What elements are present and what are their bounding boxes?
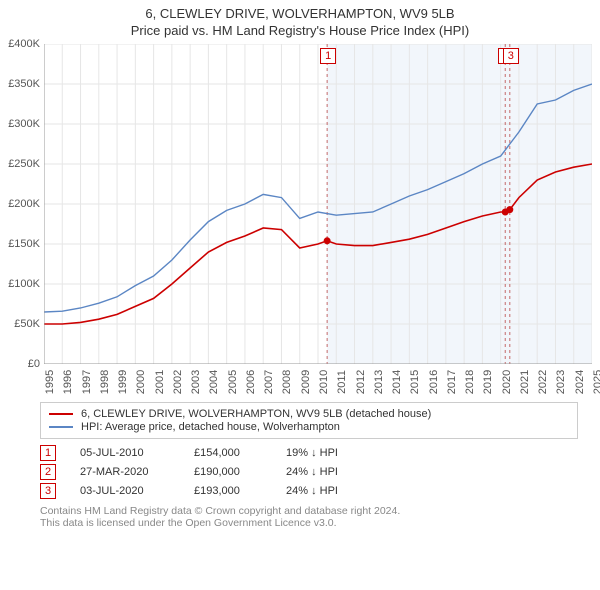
footer-line-2: This data is licensed under the Open Gov…	[40, 517, 578, 529]
tx-date: 05-JUL-2010	[80, 447, 170, 459]
tx-price: £193,000	[194, 485, 262, 497]
x-tick-label: 2011	[336, 370, 348, 394]
legend-label: HPI: Average price, detached house, Wolv…	[81, 421, 340, 433]
chart-marker-3: 3	[503, 48, 519, 64]
tx-price: £154,000	[194, 447, 262, 459]
x-tick-label: 2023	[555, 370, 567, 394]
y-tick-label: £200K	[8, 198, 44, 210]
tx-delta: 24% ↓ HPI	[286, 466, 338, 478]
y-tick-label: £150K	[8, 238, 44, 250]
chart-marker-1: 1	[320, 48, 336, 64]
x-tick-label: 2012	[355, 370, 367, 394]
transaction-row: 3 03-JUL-2020 £193,000 24% ↓ HPI	[40, 483, 578, 499]
tx-index: 1	[40, 445, 56, 461]
x-tick-label: 2020	[501, 370, 513, 394]
tx-date: 27-MAR-2020	[80, 466, 170, 478]
legend-label: 6, CLEWLEY DRIVE, WOLVERHAMPTON, WV9 5LB…	[81, 408, 431, 420]
transaction-row: 1 05-JUL-2010 £154,000 19% ↓ HPI	[40, 445, 578, 461]
x-tick-label: 2006	[245, 370, 257, 394]
x-tick-label: 2018	[464, 370, 476, 394]
tx-index: 3	[40, 483, 56, 499]
legend-swatch	[49, 426, 73, 428]
x-tick-label: 2016	[428, 370, 440, 394]
y-tick-label: £250K	[8, 158, 44, 170]
x-tick-label: 2004	[208, 370, 220, 394]
legend-item: 6, CLEWLEY DRIVE, WOLVERHAMPTON, WV9 5LB…	[49, 408, 569, 420]
x-tick-label: 1995	[44, 370, 56, 394]
title-line-2: Price paid vs. HM Land Registry's House …	[0, 23, 600, 38]
tx-index: 2	[40, 464, 56, 480]
x-tick-label: 1999	[117, 370, 129, 394]
y-tick-label: £0	[28, 358, 44, 370]
footer-line-1: Contains HM Land Registry data © Crown c…	[40, 505, 578, 517]
x-tick-label: 2008	[281, 370, 293, 394]
y-tick-label: £50K	[14, 318, 44, 330]
x-tick-label: 1996	[62, 370, 74, 394]
y-tick-label: £300K	[8, 118, 44, 130]
chart-container: 6, CLEWLEY DRIVE, WOLVERHAMPTON, WV9 5LB…	[0, 0, 600, 590]
x-tick-label: 2015	[409, 370, 421, 394]
x-tick-label: 2017	[446, 370, 458, 394]
legend: 6, CLEWLEY DRIVE, WOLVERHAMPTON, WV9 5LB…	[40, 402, 578, 439]
tx-price: £190,000	[194, 466, 262, 478]
x-tick-label: 2007	[263, 370, 275, 394]
x-tick-label: 2022	[537, 370, 549, 394]
tx-delta: 19% ↓ HPI	[286, 447, 338, 459]
x-tick-label: 2003	[190, 370, 202, 394]
legend-swatch	[49, 413, 73, 415]
x-tick-label: 2009	[300, 370, 312, 394]
x-tick-label: 2005	[227, 370, 239, 394]
y-tick-label: £100K	[8, 278, 44, 290]
x-tick-label: 2025	[592, 370, 600, 394]
transaction-row: 2 27-MAR-2020 £190,000 24% ↓ HPI	[40, 464, 578, 480]
legend-item: HPI: Average price, detached house, Wolv…	[49, 421, 569, 433]
transactions-table: 1 05-JUL-2010 £154,000 19% ↓ HPI 2 27-MAR-202…	[40, 445, 578, 499]
x-tick-label: 2001	[154, 370, 166, 394]
x-tick-label: 2024	[574, 370, 586, 394]
footer: Contains HM Land Registry data © Crown c…	[40, 505, 578, 529]
tx-delta: 24% ↓ HPI	[286, 485, 338, 497]
x-tick-label: 2002	[172, 370, 184, 394]
chart-area: £0£50K£100K£150K£200K£250K£300K£350K£400…	[44, 44, 592, 364]
x-tick-label: 2013	[373, 370, 385, 394]
x-tick-label: 1997	[81, 370, 93, 394]
x-tick-label: 2010	[318, 370, 330, 394]
x-tick-label: 2021	[519, 370, 531, 394]
y-tick-label: £400K	[8, 38, 44, 50]
x-tick-label: 1998	[99, 370, 111, 394]
x-tick-label: 2000	[135, 370, 147, 394]
x-tick-label: 2014	[391, 370, 403, 394]
title-line-1: 6, CLEWLEY DRIVE, WOLVERHAMPTON, WV9 5LB	[0, 6, 600, 21]
x-tick-label: 2019	[482, 370, 494, 394]
tx-date: 03-JUL-2020	[80, 485, 170, 497]
y-tick-label: £350K	[8, 78, 44, 90]
